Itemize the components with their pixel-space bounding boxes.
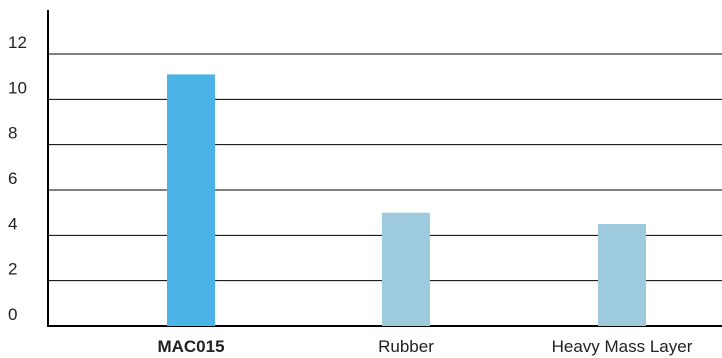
- bar-mac015: [167, 74, 215, 327]
- y-tick-label: 4: [8, 214, 17, 233]
- x-axis-category-labels: MAC015 Rubber Heavy Mass Layer: [157, 337, 692, 356]
- y-axis-tick-labels: 0 2 4 6 8 10 12: [8, 33, 27, 324]
- bars: [167, 74, 646, 327]
- x-category-label: Heavy Mass Layer: [552, 337, 693, 356]
- x-category-label: Rubber: [378, 337, 434, 356]
- y-tick-label: 2: [8, 260, 17, 279]
- y-tick-label: 8: [8, 124, 17, 143]
- y-tick-label: 10: [8, 78, 27, 97]
- bar-heavy-mass-layer: [598, 224, 646, 326]
- bar-rubber: [382, 212, 430, 326]
- y-tick-label: 12: [8, 33, 27, 52]
- y-tick-label: 0: [8, 305, 17, 324]
- x-category-label: MAC015: [157, 337, 224, 356]
- y-tick-label: 6: [8, 169, 17, 188]
